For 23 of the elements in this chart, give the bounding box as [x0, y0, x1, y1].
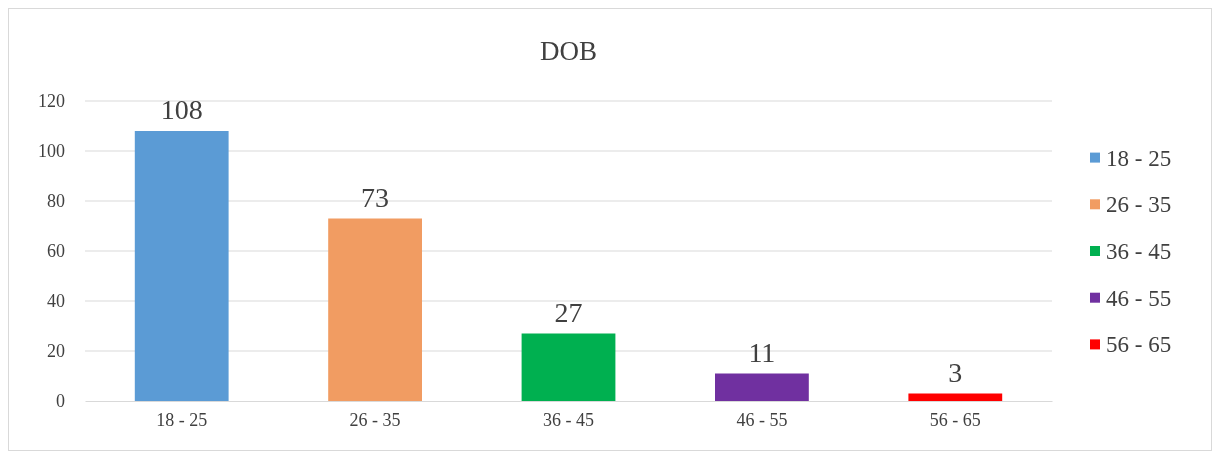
- y-tick-label: 120: [38, 91, 65, 112]
- y-tick-label: 100: [38, 141, 65, 162]
- data-label: 3: [948, 356, 963, 388]
- legend-label: 26 - 35: [1106, 192, 1172, 218]
- x-tick-label: 18 - 25: [156, 409, 208, 430]
- x-tick-label: 46 - 55: [736, 409, 788, 430]
- data-label: 11: [748, 336, 776, 368]
- x-tick-label: 56 - 65: [929, 409, 981, 430]
- data-label: 27: [554, 296, 583, 328]
- legend-label: 46 - 55: [1106, 285, 1172, 311]
- y-tick-label: 0: [56, 391, 65, 412]
- legend-label: 18 - 25: [1106, 145, 1172, 171]
- chart-title: DOB: [539, 36, 598, 66]
- y-tick-label: 40: [47, 291, 65, 312]
- y-tick-label: 80: [47, 191, 65, 212]
- x-tick-label: 26 - 35: [349, 409, 401, 430]
- y-tick-label: 60: [47, 241, 65, 262]
- legend-label: 56 - 65: [1106, 332, 1172, 358]
- y-tick-label: 20: [47, 341, 65, 362]
- data-label: 108: [160, 94, 203, 125]
- x-tick-label: 36 - 45: [543, 409, 594, 430]
- data-label: 73: [361, 181, 390, 213]
- legend-label: 36 - 45: [1106, 239, 1172, 264]
